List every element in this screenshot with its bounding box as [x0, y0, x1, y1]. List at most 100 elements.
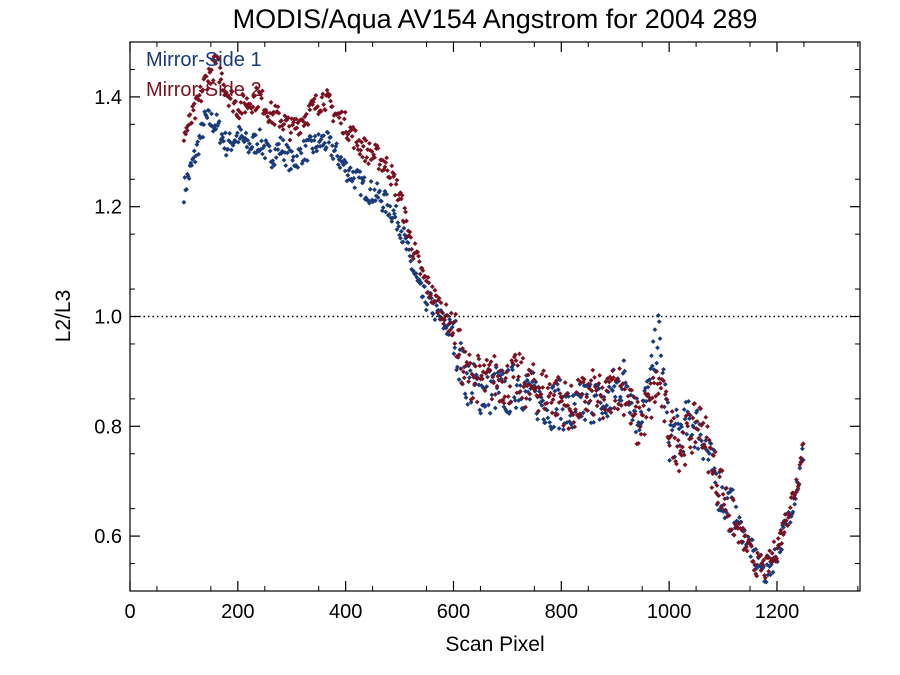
point-mirror-side-2 [198, 98, 204, 104]
point-mirror-side-1 [326, 140, 332, 145]
point-mirror-side-2 [367, 147, 373, 153]
point-mirror-side-1 [194, 142, 200, 147]
point-mirror-side-1 [478, 410, 484, 416]
point-mirror-side-1 [645, 384, 651, 390]
point-mirror-side-1 [540, 398, 546, 404]
point-mirror-side-1 [212, 123, 218, 128]
point-mirror-side-2 [787, 511, 792, 517]
point-mirror-side-2 [731, 532, 737, 538]
point-mirror-side-1 [560, 406, 566, 412]
point-mirror-side-1 [603, 410, 609, 416]
point-mirror-side-2 [441, 321, 446, 327]
point-mirror-side-1 [770, 569, 776, 575]
point-mirror-side-1 [473, 372, 479, 378]
point-mirror-side-2 [799, 459, 804, 465]
point-mirror-side-1 [222, 130, 228, 136]
point-mirror-side-2 [517, 388, 523, 394]
point-mirror-side-1 [703, 438, 709, 443]
point-mirror-side-1 [624, 384, 630, 389]
point-mirror-side-2 [503, 375, 509, 381]
point-mirror-side-2 [604, 388, 610, 394]
point-mirror-side-2 [680, 430, 686, 436]
point-mirror-side-2 [578, 379, 584, 385]
point-mirror-side-1 [330, 156, 336, 162]
point-mirror-side-1 [669, 427, 675, 433]
point-mirror-side-1 [468, 399, 474, 405]
point-mirror-side-2 [621, 412, 627, 418]
point-mirror-side-1 [284, 142, 289, 148]
point-mirror-side-1 [210, 128, 216, 134]
point-mirror-side-2 [399, 192, 405, 198]
x-axis-title: Scan Pixel [445, 633, 544, 656]
point-mirror-side-2 [479, 376, 485, 382]
point-mirror-side-1 [787, 520, 793, 525]
point-mirror-side-2 [643, 414, 649, 420]
point-mirror-side-2 [636, 440, 641, 446]
point-mirror-side-2 [196, 97, 201, 103]
point-mirror-side-1 [204, 115, 210, 121]
point-mirror-side-1 [280, 137, 286, 143]
point-mirror-side-1 [193, 153, 199, 159]
x-tick-label: 600 [437, 601, 470, 623]
point-mirror-side-2 [505, 363, 510, 369]
point-mirror-side-1 [424, 302, 430, 307]
point-mirror-side-2 [417, 271, 423, 277]
point-mirror-side-1 [797, 465, 803, 471]
point-mirror-side-2 [488, 359, 494, 365]
point-mirror-side-1 [593, 392, 599, 398]
point-mirror-side-1 [225, 146, 231, 152]
point-mirror-side-2 [315, 104, 321, 109]
point-mirror-side-1 [184, 186, 189, 192]
point-mirror-side-2 [395, 197, 401, 203]
point-mirror-side-2 [581, 376, 587, 382]
point-mirror-side-2 [252, 93, 258, 98]
point-mirror-side-2 [608, 410, 614, 415]
point-mirror-side-2 [194, 94, 200, 99]
point-mirror-side-2 [685, 423, 691, 429]
point-mirror-side-1 [334, 141, 339, 147]
point-mirror-side-1 [394, 227, 400, 232]
point-mirror-side-2 [318, 108, 324, 114]
point-mirror-side-1 [227, 131, 233, 136]
point-mirror-side-2 [565, 403, 571, 408]
point-mirror-side-2 [735, 526, 741, 531]
point-mirror-side-1 [321, 133, 327, 138]
point-mirror-side-2 [797, 462, 803, 468]
point-mirror-side-2 [461, 375, 467, 381]
point-mirror-side-2 [687, 444, 693, 450]
point-mirror-side-2 [255, 104, 261, 110]
point-mirror-side-1 [692, 444, 697, 450]
point-mirror-side-2 [473, 375, 479, 381]
point-mirror-side-2 [363, 138, 369, 144]
point-mirror-side-1 [267, 148, 273, 154]
point-mirror-side-2 [674, 461, 679, 467]
point-mirror-side-1 [392, 214, 398, 220]
x-tick-label: 800 [545, 601, 578, 623]
point-mirror-side-1 [254, 141, 260, 147]
point-mirror-side-2 [467, 352, 472, 358]
point-mirror-side-2 [675, 437, 681, 443]
point-mirror-side-1 [658, 353, 664, 359]
point-mirror-side-1 [351, 175, 357, 181]
y-axis-title: L2/L3 [52, 290, 75, 343]
point-mirror-side-2 [572, 424, 578, 430]
point-mirror-side-2 [345, 132, 351, 137]
point-mirror-side-1 [290, 157, 296, 163]
point-mirror-side-2 [248, 106, 254, 111]
point-mirror-side-2 [275, 104, 281, 110]
point-mirror-side-2 [495, 373, 501, 379]
point-mirror-side-2 [216, 79, 222, 85]
point-mirror-side-2 [651, 380, 657, 386]
point-mirror-side-1 [304, 158, 310, 163]
point-mirror-side-2 [642, 432, 647, 437]
point-mirror-side-2 [649, 395, 655, 401]
point-mirror-side-1 [181, 199, 187, 205]
point-mirror-side-2 [372, 155, 377, 160]
point-mirror-side-2 [588, 378, 594, 383]
point-mirror-side-1 [257, 127, 263, 132]
point-mirror-side-2 [268, 100, 274, 105]
point-mirror-side-2 [678, 448, 684, 454]
point-mirror-side-1 [457, 347, 463, 353]
point-mirror-side-2 [794, 487, 800, 493]
